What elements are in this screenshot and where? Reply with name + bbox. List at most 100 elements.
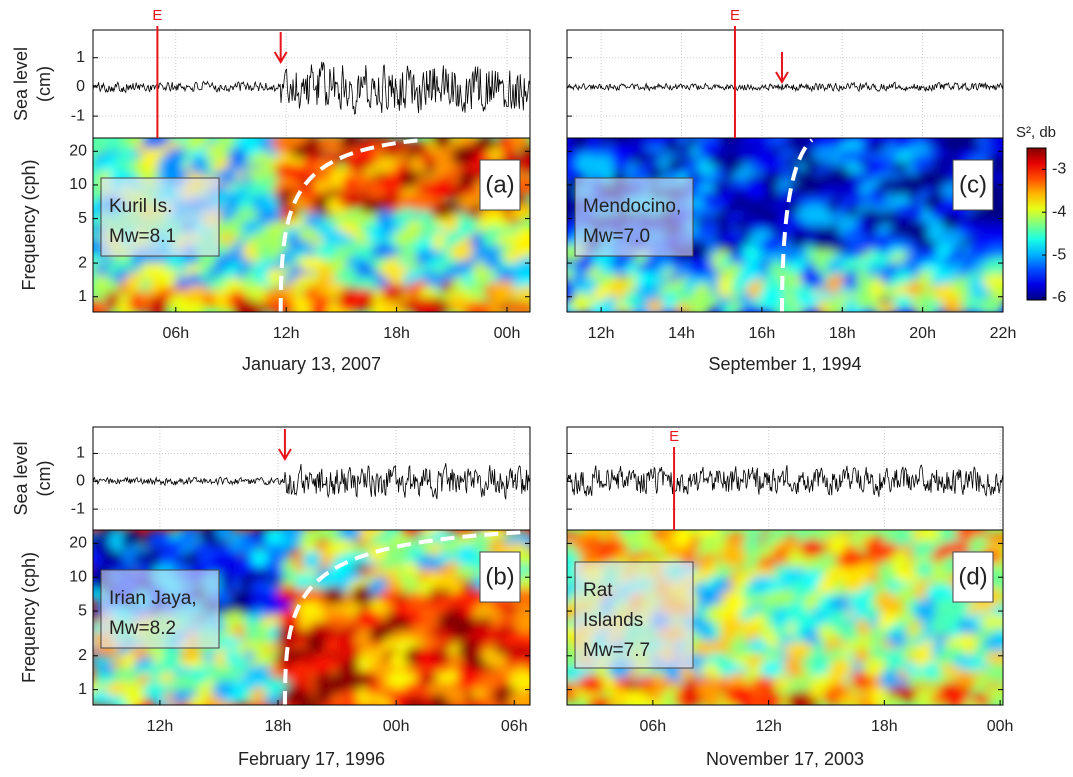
spectrogram-blob xyxy=(215,530,235,542)
spectrogram-blob xyxy=(789,231,811,248)
spectrogram-blob xyxy=(976,234,1003,250)
y-tick-label: 0 xyxy=(76,78,85,95)
spectrogram-blob xyxy=(900,220,930,241)
sea-level-frame xyxy=(92,29,531,139)
sea-level-trace xyxy=(566,464,1004,497)
freq-tick-label: 1 xyxy=(78,681,87,698)
spectrogram-blob xyxy=(740,259,763,274)
spectrogram-blob xyxy=(504,301,530,312)
y-tick-label: -1 xyxy=(71,500,85,517)
spectrogram-blob xyxy=(457,145,479,168)
spectrogram-blob xyxy=(123,695,146,705)
panel-label-box xyxy=(952,551,994,603)
event-label: Mw=7.0 xyxy=(583,226,650,247)
spectrogram-blob xyxy=(826,184,848,199)
spectrogram-blob xyxy=(518,154,530,174)
arrival-arrow xyxy=(273,32,288,64)
y-axis-label: Sea level xyxy=(11,441,31,515)
spectrogram-blob xyxy=(701,688,721,705)
spectrogram-blob xyxy=(899,688,918,702)
spectrogram-blob xyxy=(893,294,915,312)
x-tick-label: 00h xyxy=(494,325,521,342)
spectrogram-blob xyxy=(880,695,900,705)
spectrogram-blob xyxy=(342,191,362,209)
y-axis-label: (cm) xyxy=(34,461,54,497)
x-tick-label: 16h xyxy=(749,325,776,342)
panel-label: (d) xyxy=(958,563,987,590)
panel-label: (b) xyxy=(485,563,514,590)
spectrogram-blob xyxy=(341,174,360,192)
sea-level-trace xyxy=(92,61,531,115)
event-box xyxy=(100,569,220,649)
spectrogram-blob xyxy=(507,691,530,705)
y-axis-label: (cm) xyxy=(34,66,54,102)
spectrogram-blob xyxy=(756,674,780,692)
spectrogram-frame xyxy=(566,137,1004,313)
spectrogram-blob xyxy=(234,299,263,312)
sea-level-trace xyxy=(92,463,531,500)
x-tick-label: 12h xyxy=(755,718,782,735)
x-tick-label: 06h xyxy=(639,718,666,735)
event-box xyxy=(574,561,694,669)
e-marker-label: E xyxy=(730,7,740,24)
x-tick-label: 18h xyxy=(829,325,856,342)
colorbar-title: S², db xyxy=(1016,124,1056,141)
event-label: Rat xyxy=(583,580,613,601)
x-tick-label: 00h xyxy=(987,718,1014,735)
y-axis-label: Sea level xyxy=(11,47,31,121)
event-label: Kuril Is. xyxy=(109,196,172,217)
freq-tick-label: 2 xyxy=(78,647,87,664)
spectrogram-blob xyxy=(350,276,383,290)
event-box xyxy=(100,177,220,257)
spectrogram-blob xyxy=(920,530,942,543)
event-box xyxy=(574,177,694,257)
date-label: September 1, 1994 xyxy=(708,354,861,374)
panel-label-box xyxy=(479,159,521,211)
x-tick-label: 22h xyxy=(990,325,1017,342)
spectrogram-blob xyxy=(782,642,814,656)
spectrogram-blob xyxy=(148,296,168,312)
x-tick-label: 20h xyxy=(909,325,936,342)
y-axis-label: Frequency (cph) xyxy=(19,552,39,683)
spectrogram-blob xyxy=(970,693,992,705)
x-tick-label: 18h xyxy=(383,325,410,342)
panel-label: (c) xyxy=(959,171,987,198)
e-marker-label: E xyxy=(669,428,679,445)
spectrogram-blob xyxy=(985,532,1003,545)
y-tick-label: 1 xyxy=(76,445,85,462)
freq-tick-label: 1 xyxy=(78,288,87,305)
spectrogram-blob xyxy=(985,685,1003,701)
spectrogram-blob xyxy=(508,671,530,692)
spectrogram-blob xyxy=(301,550,326,570)
spectrogram-frame xyxy=(92,137,531,313)
arrival-arrow xyxy=(278,429,292,461)
date-label: November 17, 2003 xyxy=(706,749,864,769)
spectrogram-blob xyxy=(978,614,1003,629)
spectrogram-blob xyxy=(514,285,530,302)
event-label: Islands xyxy=(583,610,643,631)
x-tick-label: 06h xyxy=(162,325,189,342)
spectrogram-blob xyxy=(233,138,263,151)
spectrogram-blob xyxy=(982,636,1003,650)
event-label: Mw=8.2 xyxy=(109,618,176,639)
y-tick-label: 1 xyxy=(76,49,85,66)
spectrogram-blob xyxy=(983,651,1003,665)
freq-tick-label: 2 xyxy=(78,254,87,271)
spectrogram-blob xyxy=(471,622,490,644)
spectrogram-blob xyxy=(717,278,736,299)
event-label: Irian Jaya, xyxy=(109,588,197,609)
y-axis-label: Frequency (cph) xyxy=(19,159,39,290)
spectrogram-blob xyxy=(569,293,597,312)
spectrogram-blob xyxy=(514,612,530,635)
spectrogram-blob xyxy=(786,676,812,692)
x-tick-label: 12h xyxy=(273,325,300,342)
spectrogram-blob xyxy=(800,538,824,558)
colorbar-tick-label: -5 xyxy=(1052,246,1066,263)
panel-label-box xyxy=(479,551,521,603)
spectrogram-blob xyxy=(639,533,659,558)
freq-tick-label: 5 xyxy=(78,210,87,227)
spectrogram-blob xyxy=(726,594,749,609)
event-label: Mw=7.7 xyxy=(583,640,650,661)
spectrogram-blob xyxy=(987,221,1003,237)
